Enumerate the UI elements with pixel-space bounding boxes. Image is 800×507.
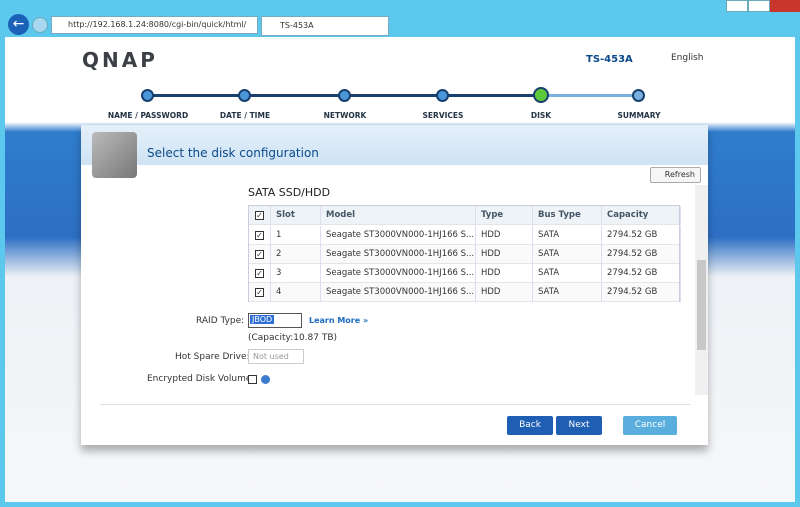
step-dot xyxy=(533,87,549,103)
table-cell: 1 xyxy=(271,226,321,245)
checkbox[interactable]: ✓ xyxy=(255,211,264,220)
raid-value: JBOD xyxy=(250,315,275,324)
step-label: DISK xyxy=(530,111,552,120)
table-cell: 4 xyxy=(271,283,321,302)
button[interactable]: Back xyxy=(507,416,553,435)
table-cell: HDD xyxy=(476,226,533,245)
step-label: NETWORK xyxy=(323,111,367,120)
button[interactable]: Next xyxy=(556,416,602,435)
table-cell: 2794.52 GB xyxy=(602,283,681,302)
refresh-button[interactable]: Refresh xyxy=(650,167,701,183)
table-cell: Seagate ST3000VN000-1HJ166 S... xyxy=(321,283,476,302)
spare-select[interactable]: Not used xyxy=(248,349,304,364)
encrypt-label: Encrypted Disk Volume: xyxy=(147,374,255,384)
step-label: SUMMARY xyxy=(617,111,661,120)
divider xyxy=(100,404,690,405)
table-cell: 2 xyxy=(271,245,321,264)
tab-title: TS-453A xyxy=(280,21,314,30)
checkbox-cell: ✓ xyxy=(249,264,271,283)
table-header: ✓ Slot Model Type Bus Type Capacity xyxy=(249,206,681,225)
table-cell: 2794.52 GB xyxy=(602,245,681,264)
spare-label: Hot Spare Drive: xyxy=(175,352,250,362)
table-cell: HDD xyxy=(476,283,533,302)
step-dot xyxy=(632,89,645,102)
language[interactable]: English xyxy=(671,53,704,63)
url: http://192.168.1.24:8080/cgi-bin/quick/h… xyxy=(68,20,247,29)
column-header: Slot xyxy=(271,206,321,225)
table-cell: SATA xyxy=(533,264,602,283)
step-label: SERVICES xyxy=(422,111,464,120)
column-header: Capacity xyxy=(602,206,681,225)
table-row: ✓ 2 Seagate ST3000VN000-1HJ166 S... HDD SATA… xyxy=(249,245,681,264)
model: TS-453A xyxy=(586,54,633,65)
disk-table: ✓ Slot Model Type Bus Type Capacity ✓ 1 Seagate … xyxy=(248,205,681,302)
table-cell: 2794.52 GB xyxy=(602,264,681,283)
step-dot xyxy=(238,89,251,102)
tab[interactable]: TS-453A xyxy=(261,16,389,36)
table-cell: 2794.52 GB xyxy=(602,226,681,245)
table-cell: Seagate ST3000VN000-1HJ166 S... xyxy=(321,226,476,245)
table-cell: SATA xyxy=(533,245,602,264)
minimize[interactable] xyxy=(726,0,748,12)
table-cell: SATA xyxy=(533,226,602,245)
logo: QNAP xyxy=(82,48,158,72)
button[interactable]: Cancel xyxy=(623,416,677,435)
maximize[interactable] xyxy=(748,0,770,12)
learn-more[interactable]: Learn More » xyxy=(309,316,369,325)
table-cell: Seagate ST3000VN000-1HJ166 S... xyxy=(321,245,476,264)
checkbox-cell: ✓ xyxy=(249,245,271,264)
encrypt-checkbox[interactable] xyxy=(248,375,257,384)
checkbox[interactable]: ✓ xyxy=(255,231,264,240)
step-dot xyxy=(141,89,154,102)
close[interactable] xyxy=(770,0,800,12)
column-header: Model xyxy=(321,206,476,225)
column-header: Type xyxy=(476,206,533,225)
capacity: (Capacity:10.87 TB) xyxy=(248,333,338,343)
table-cell: 3 xyxy=(271,264,321,283)
checkbox-cell: ✓ xyxy=(249,226,271,245)
progress-line-remaining xyxy=(541,94,639,97)
table-row: ✓ 3 Seagate ST3000VN000-1HJ166 S... HDD SATA… xyxy=(249,264,681,283)
forward-button[interactable] xyxy=(32,17,48,33)
table-row: ✓ 4 Seagate ST3000VN000-1HJ166 S... HDD SATA… xyxy=(249,283,681,302)
section-title: SATA SSD/HDD xyxy=(248,186,331,199)
checkbox[interactable]: ✓ xyxy=(255,269,264,278)
dialog-header xyxy=(81,125,708,165)
checkbox[interactable]: ✓ xyxy=(255,288,264,297)
disk-icon xyxy=(92,132,137,178)
dialog-title: Select the disk configuration xyxy=(147,146,319,160)
address-bar[interactable]: http://192.168.1.24:8080/cgi-bin/quick/h… xyxy=(51,16,258,34)
table-cell: SATA xyxy=(533,283,602,302)
raid-label: RAID Type: xyxy=(196,316,245,326)
checkbox-cell: ✓ xyxy=(249,206,271,225)
step-dot xyxy=(338,89,351,102)
step-label: NAME / PASSWORD xyxy=(107,111,189,120)
table-cell: Seagate ST3000VN000-1HJ166 S... xyxy=(321,264,476,283)
checkbox[interactable]: ✓ xyxy=(255,250,264,259)
help-icon[interactable] xyxy=(261,375,270,384)
checkbox-cell: ✓ xyxy=(249,283,271,302)
table-row: ✓ 1 Seagate ST3000VN000-1HJ166 S... HDD SATA… xyxy=(249,226,681,245)
column-header: Bus Type xyxy=(533,206,602,225)
table-cell: HDD xyxy=(476,245,533,264)
table-cell: HDD xyxy=(476,264,533,283)
step-dot xyxy=(436,89,449,102)
step-label: DATE / TIME xyxy=(219,111,271,120)
raid-select[interactable]: JBOD xyxy=(248,313,302,328)
scroll-thumb[interactable] xyxy=(697,260,706,350)
back-button[interactable]: ← xyxy=(8,14,29,35)
